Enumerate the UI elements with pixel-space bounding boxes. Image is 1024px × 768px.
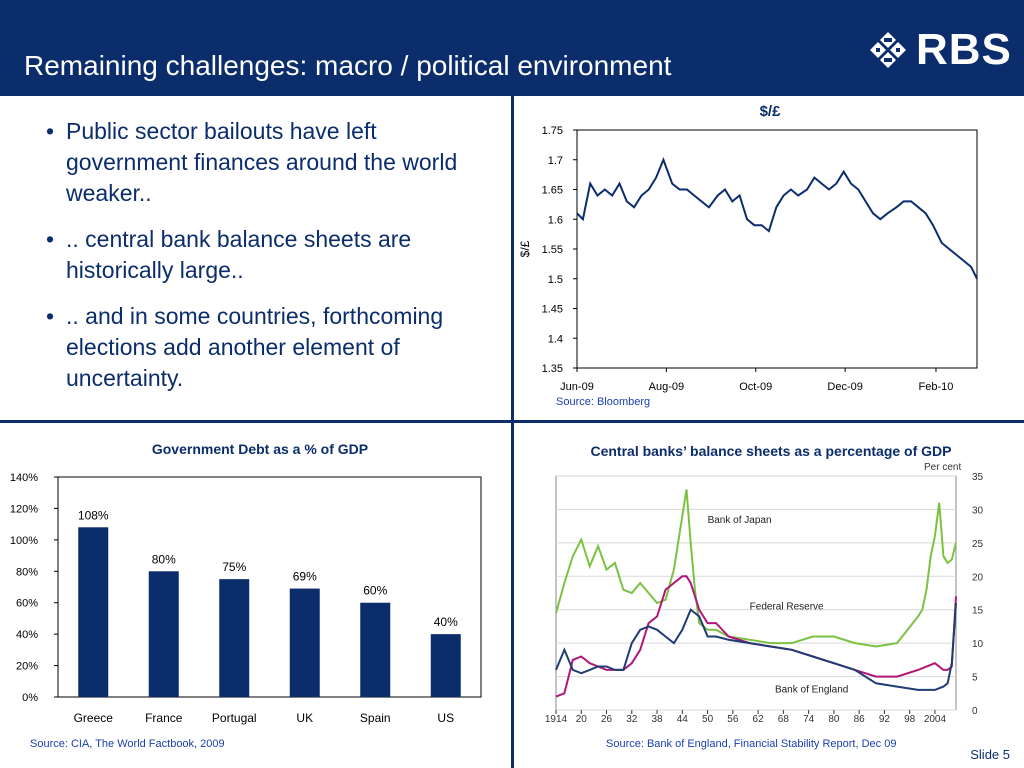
rbs-daisy-icon [870,32,906,68]
debt-plot-frame [57,476,482,698]
debt-bar-chart: 0% 20% 40% 60% 80% 100% 120% 140% 108% Greece 80% F… [10,472,482,725]
cb-y-tick-label: 35 [972,472,984,483]
debt-bar-value-label: 108% [78,508,109,522]
cb-x-tick-label: 44 [677,714,689,725]
cb-y-tick-label: 5 [972,673,978,684]
fx-chart-source: Source: Bloomberg [556,396,651,408]
debt-chart-title: Government Debt as a % of GDP [151,441,369,457]
fx-x-tick-label: Jun-09 [560,381,594,393]
cb-y-tick-label: 20 [972,572,984,583]
cb-series-line [555,489,957,648]
cb-x-tick-label: 20 [576,714,588,725]
fx-y-tick-label: 1.5 [548,274,563,286]
cb-x-tick-label: 56 [727,714,739,725]
cb-x-tick-label: 32 [626,714,638,725]
slide-header: Remaining challenges: macro / political … [0,0,1024,96]
debt-category-label: UK [296,711,313,725]
debt-bar [360,602,391,697]
fx-y-tick-label: 1.55 [542,244,563,256]
debt-bar-value-label: 80% [152,552,176,566]
debt-y-tick-label: 0% [22,692,38,704]
cb-x-tick-label: 92 [879,714,891,725]
debt-y-tick-label: 20% [16,661,38,673]
debt-category-label: US [437,711,454,725]
cb-series-label: Federal Reserve [750,602,824,613]
debt-bar-value-label: 69% [293,570,317,584]
debt-y-tick-label: 120% [10,503,38,515]
fx-plot-frame [576,129,978,369]
fx-y-tick-label: 1.65 [542,185,563,197]
cb-series-line [555,575,957,698]
cb-series-label: Bank of England [775,685,848,696]
debt-category-label: Portugal [212,711,257,725]
cb-x-tick-label: 68 [778,714,790,725]
fx-y-tick-label: 1.7 [548,155,563,167]
bullet-item: Public sector bailouts have left governm… [46,116,486,209]
cb-chart-title: Central banks’ balance sheets as a perce… [590,443,952,459]
debt-bar [78,527,109,697]
fx-y-tick-label: 1.35 [542,363,563,375]
fx-x-tick-label: Feb-10 [919,381,954,393]
cb-series-label: Bank of Japan [708,515,772,526]
horizontal-divider [0,420,1024,423]
fx-x-tick-label: Aug-09 [649,381,684,393]
debt-y-tick-label: 60% [16,598,38,610]
rbs-logo: RBS [866,26,1012,74]
debt-bar-value-label: 60% [363,584,387,598]
cb-x-tick-label: 1914 [545,714,568,725]
cb-line-chart: 0 5 10 15 20 25 30 35 Per cent 1914 20 26 32 38 44 50 56… [545,462,984,725]
cb-x-tick-label: 38 [651,714,663,725]
debt-category-label: France [145,711,183,725]
fx-y-tick-label: 1.6 [548,214,563,226]
cb-x-tick-label: 62 [753,714,765,725]
logo-wordmark: RBS [916,25,1012,74]
fx-line-chart: 1.35 1.4 1.45 1.5 1.55 1.6 1.65 1.7 1.75 Jun-09 Au… [518,125,978,393]
debt-y-tick-label: 140% [10,472,38,484]
cb-x-tick-label: 86 [854,714,866,725]
cb-x-tick-label: 50 [702,714,714,725]
cb-y-tick-label: 25 [972,539,984,550]
cb-chart-source: Source: Bank of England, Financial Stabi… [606,738,897,750]
fx-y-tick-label: 1.4 [548,333,563,345]
cb-series-line [555,602,957,691]
cb-x-tick-label: 98 [904,714,916,725]
debt-bar [148,571,179,697]
slide-number: Slide 5 [970,747,1010,762]
debt-y-tick-label: 80% [16,566,38,578]
fx-x-tick-label: Dec-09 [827,381,862,393]
debt-chart-source: Source: CIA, The World Factbook, 2009 [30,738,225,750]
debt-bar [289,588,320,697]
debt-bar [430,634,461,697]
cb-x-tick-label: 26 [601,714,613,725]
slide-title: Remaining challenges: macro / political … [24,50,672,81]
cb-x-tick-label: 2004 [924,714,947,725]
bullet-list: Public sector bailouts have left governm… [46,116,486,409]
cb-y-tick-label: 0 [972,706,978,717]
vertical-divider [511,96,514,768]
bullet-item: .. central bank balance sheets are histo… [46,224,486,286]
cb-y-unit-label: Per cent [924,462,961,473]
fx-y-tick-label: 1.45 [542,304,563,316]
debt-bar-value-label: 40% [434,615,458,629]
cb-y-tick-label: 15 [972,606,984,617]
debt-category-label: Spain [360,711,391,725]
debt-y-tick-label: 100% [10,535,38,547]
fx-x-tick-label: Oct-09 [739,381,772,393]
debt-category-label: Greece [74,711,114,725]
debt-bar [219,579,250,697]
fx-chart-title: $/£ [759,103,781,120]
debt-bar-value-label: 75% [222,560,246,574]
bullet-item: .. and in some countries, forthcoming el… [46,301,486,394]
cb-plot-frame [555,475,957,711]
debt-y-tick-label: 40% [16,629,38,641]
cb-x-tick-label: 74 [803,714,815,725]
fx-y-tick-label: 1.75 [542,125,563,137]
cb-y-tick-label: 10 [972,639,984,650]
fx-y-axis-label: $/£ [518,240,532,257]
cb-x-tick-label: 80 [828,714,840,725]
cb-y-tick-label: 30 [972,505,984,516]
fx-series-line [576,157,978,280]
